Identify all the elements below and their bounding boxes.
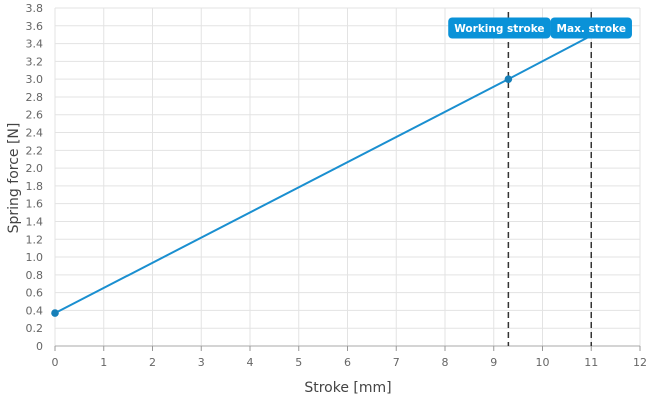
- y-tick-label: 1.0: [26, 251, 44, 264]
- y-tick-label: 1.8: [26, 180, 44, 193]
- x-axis-ticks: 0 1 2 3 4 5 6 7 8 9 10 11 12: [52, 346, 647, 369]
- y-tick-label: 0.2: [26, 322, 44, 335]
- stroke-marker-labels: Working stroke Max. stroke: [448, 17, 632, 39]
- x-tick-label: 11: [584, 356, 598, 369]
- y-tick-label: 3.4: [26, 38, 44, 51]
- y-tick-label: 2.8: [26, 91, 44, 104]
- x-tick-label: 2: [149, 356, 156, 369]
- stroke-marker-label-background: [550, 17, 632, 39]
- stroke-marker-label-text: Working stroke: [454, 23, 544, 35]
- x-tick-label: 10: [536, 356, 550, 369]
- x-tick-label: 7: [393, 356, 400, 369]
- x-axis-title: Stroke [mm]: [304, 380, 391, 396]
- y-tick-label: 0: [36, 340, 43, 353]
- y-tick-label: 0.8: [26, 269, 44, 282]
- x-tick-label: 3: [198, 356, 205, 369]
- stroke-marker-label: Working stroke: [448, 17, 551, 39]
- stroke-marker-label-text: Max. stroke: [557, 23, 626, 35]
- data-point: [51, 309, 59, 317]
- y-tick-label: 3.2: [26, 55, 44, 68]
- y-tick-label: 3.6: [26, 20, 44, 33]
- x-tick-label: 6: [344, 356, 351, 369]
- y-tick-label: 1.6: [26, 198, 44, 211]
- y-tick-label: 1.4: [26, 215, 44, 228]
- y-tick-label: 3.8: [26, 2, 44, 15]
- y-tick-label: 3.0: [26, 73, 44, 86]
- y-tick-label: 0.4: [26, 304, 44, 317]
- y-tick-label: 2.6: [26, 109, 44, 122]
- y-axis-ticks: 0 0.2 0.4 0.6 0.8 1.0 1.2 1.4 1.6 1.8 2.0 2.2 2.4 2.6…: [26, 2, 44, 353]
- y-tick-label: 2.4: [26, 127, 44, 140]
- x-tick-label: 9: [490, 356, 497, 369]
- y-tick-label: 2.2: [26, 144, 44, 157]
- x-tick-label: 1: [100, 356, 107, 369]
- x-tick-label: 5: [295, 356, 302, 369]
- chart-series: [51, 34, 592, 317]
- y-tick-label: 1.2: [26, 233, 44, 246]
- data-point: [504, 75, 513, 83]
- y-axis-title: Spring force [N]: [6, 123, 22, 234]
- stroke-markers: [507, 12, 592, 346]
- stroke-marker-label-background: [448, 17, 551, 39]
- x-tick-label: 4: [247, 356, 254, 369]
- x-tick-label: 8: [442, 356, 449, 369]
- x-tick-label: 12: [633, 356, 647, 369]
- y-tick-label: 2.0: [26, 162, 44, 175]
- x-tick-label: 0: [52, 356, 59, 369]
- y-tick-label: 0.6: [26, 287, 44, 300]
- chart-grid: [54, 7, 641, 347]
- stroke-marker-label: Max. stroke: [550, 17, 632, 39]
